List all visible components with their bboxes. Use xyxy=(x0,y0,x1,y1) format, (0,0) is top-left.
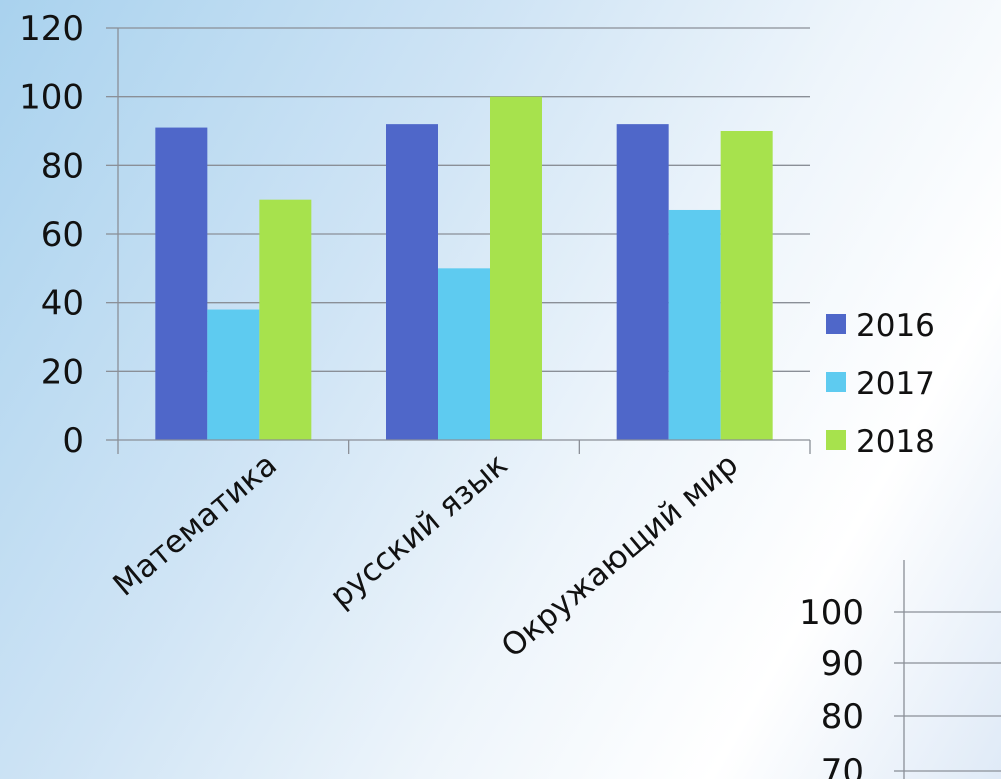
y-tick-label: 40 xyxy=(41,284,84,324)
y-tick-label: 100 xyxy=(799,593,864,633)
legend-label: 2018 xyxy=(856,424,935,460)
y-tick-labels: 0 20 40 60 80 100 120 xyxy=(19,9,84,461)
legend-label: 2017 xyxy=(856,366,935,402)
bar-2016 xyxy=(155,127,208,441)
axes xyxy=(106,27,811,454)
bar-2018 xyxy=(259,199,312,440)
y-tick-label: 120 xyxy=(19,9,84,49)
bar-2017 xyxy=(438,268,490,440)
category-label: русский язык xyxy=(323,447,514,616)
y-tick-label: 80 xyxy=(821,697,864,737)
bars xyxy=(155,96,773,441)
y-tick-label: 90 xyxy=(821,644,864,684)
legend-label: 2016 xyxy=(856,308,935,344)
legend: 2016 2017 2018 xyxy=(826,308,935,460)
second-chart-partial: 70 80 90 100 xyxy=(799,560,1001,779)
bar-2018 xyxy=(720,131,773,440)
bar-2016 xyxy=(616,124,669,440)
y-tick-label: 20 xyxy=(41,352,84,392)
y-tick-label: 60 xyxy=(41,215,84,255)
legend-swatch xyxy=(826,314,846,334)
bar-2017 xyxy=(668,209,721,440)
bar-2016 xyxy=(386,124,438,440)
y-tick-label: 80 xyxy=(41,146,84,186)
y-tick-label: 100 xyxy=(19,78,84,118)
category-label: Окружающий мир xyxy=(495,447,745,665)
legend-swatch xyxy=(826,372,846,392)
bar-2018 xyxy=(490,96,542,441)
legend-swatch xyxy=(826,430,846,450)
y-tick-label: 70 xyxy=(821,752,864,779)
y-tick-label: 0 xyxy=(62,421,84,461)
bar-2017 xyxy=(207,309,260,440)
category-label: Математика xyxy=(107,447,284,604)
